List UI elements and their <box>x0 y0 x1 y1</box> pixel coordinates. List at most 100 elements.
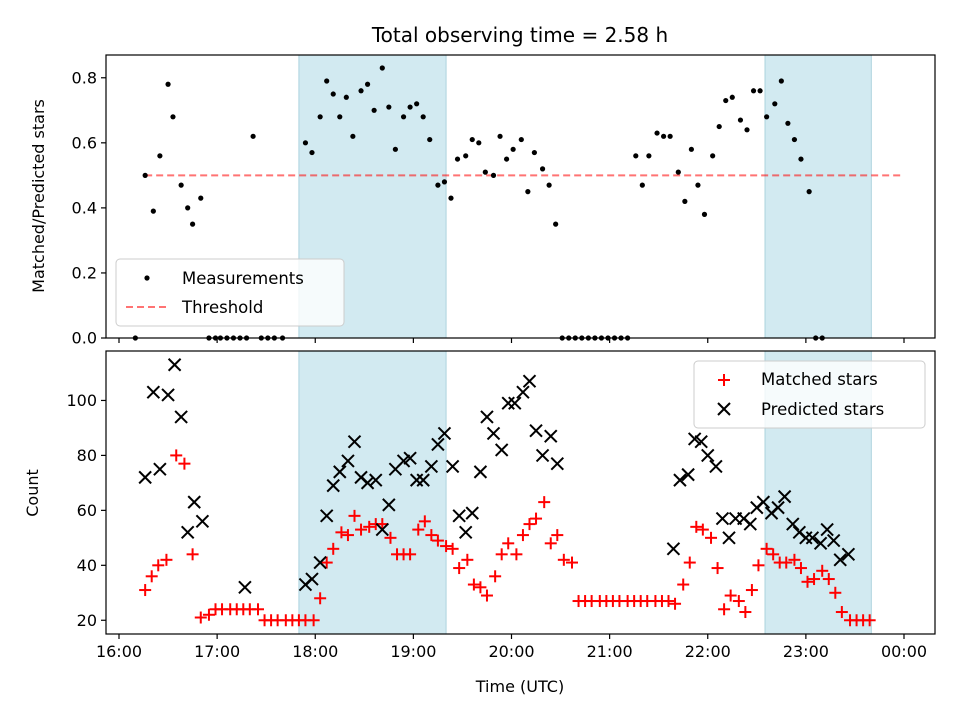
predicted-star-point <box>174 410 188 424</box>
matched-star-point <box>801 575 814 588</box>
measurement-point <box>165 81 171 87</box>
measurement-point <box>476 140 482 146</box>
predicted-star-point <box>681 467 695 482</box>
measurement-point <box>490 172 497 178</box>
y-tick-label: 0.8 <box>72 68 97 87</box>
predicted-star-point <box>138 470 152 485</box>
predicted-star-point <box>501 396 515 410</box>
measurement-point <box>682 198 688 204</box>
bottom-legend-box <box>693 360 926 429</box>
matched-star-point <box>495 548 508 561</box>
predicted-star-point <box>833 553 847 567</box>
measurement-point <box>497 133 503 139</box>
y-tick-label: 80 <box>77 446 97 465</box>
matched-star-point <box>320 556 333 569</box>
measurement-point <box>553 221 559 227</box>
predicted-star-point <box>694 434 708 449</box>
y-tick-label: 40 <box>77 556 97 575</box>
predicted-star-point <box>715 511 730 526</box>
measurement-point <box>654 130 660 136</box>
measurement-point <box>407 104 413 110</box>
predicted-star-point <box>161 388 175 402</box>
x-tick-label: 16:00 <box>96 642 142 661</box>
matched-star-point <box>669 597 682 610</box>
predicted-star-point <box>437 426 452 441</box>
predicted-star-point <box>799 531 813 545</box>
predicted-star-point <box>494 443 509 457</box>
measurement-point <box>324 78 330 84</box>
predicted-star-point <box>459 525 473 540</box>
measurement-point <box>546 182 552 188</box>
predicted-star-point <box>508 396 522 410</box>
matched-star-point <box>489 570 502 583</box>
predicted-star-point <box>409 473 424 487</box>
predicted-star-point <box>786 517 800 531</box>
matched-star-point <box>412 523 425 536</box>
measurement-point <box>392 146 398 152</box>
y-tick-label: 0.6 <box>72 133 97 152</box>
matched-star-point <box>341 529 354 542</box>
measurement-point <box>250 133 256 139</box>
measurement-point <box>170 114 176 120</box>
measurement-point <box>525 189 531 195</box>
legend-measurements-label: Measurements <box>182 269 304 288</box>
matched-star-point <box>376 518 389 531</box>
matched-star-point <box>745 584 758 597</box>
measurement-point <box>337 114 343 120</box>
matched-star-point <box>711 562 724 575</box>
measurement-point <box>463 153 469 159</box>
predicted-star-point <box>805 531 820 545</box>
predicted-star-point <box>445 459 460 474</box>
matched-star-point <box>530 512 543 525</box>
top-shaded-intervals <box>298 54 872 339</box>
measurement-point <box>427 136 433 143</box>
measurement-point <box>737 117 744 123</box>
matched-star-point <box>718 603 731 616</box>
matched-star-point <box>780 556 793 569</box>
measurement-point <box>531 149 537 156</box>
measurement-point <box>469 136 475 143</box>
matched-star-point <box>551 529 564 542</box>
y-tick-label: 0.0 <box>72 329 97 348</box>
matched-star-point <box>829 586 842 599</box>
matched-star-point <box>516 529 529 542</box>
predicted-star-point <box>777 489 792 504</box>
legend-matched-marker <box>718 374 730 386</box>
matched-star-point <box>677 578 690 591</box>
matched-star-point <box>363 520 376 533</box>
legend-matched-label: Matched stars <box>761 370 878 389</box>
matched-star-point <box>557 553 570 566</box>
bottom-x-ticks: 16:00 17:00 18:00 19:00 20:00 21:00 22:00 23:00… <box>96 634 927 661</box>
predicted-star-point <box>424 459 439 474</box>
predicted-star-point <box>187 495 201 509</box>
bottom-y-ticks: 20 40 60 80 100 <box>66 391 106 630</box>
matched-star-point <box>760 542 773 555</box>
measurement-point <box>729 94 735 100</box>
top-y-ticks: 0.0 0.2 0.4 0.6 0.8 <box>72 68 106 348</box>
predicted-star-point <box>369 473 383 487</box>
top-axes-frame <box>105 54 936 339</box>
measurement-point <box>744 127 750 133</box>
matched-star-point <box>453 562 466 575</box>
matched-star-point <box>794 562 807 575</box>
matched-star-point <box>538 496 551 509</box>
matched-star-point <box>327 542 340 555</box>
predicted-star-point <box>666 542 681 556</box>
matched-star-point <box>160 553 173 566</box>
shaded-interval-2 <box>764 54 872 339</box>
measurement-point <box>178 182 184 188</box>
predicted-star-point <box>529 423 543 438</box>
matched-star-point <box>384 531 397 544</box>
measurement-point <box>198 195 204 201</box>
measurement-point <box>157 153 163 159</box>
matched-star-point <box>139 584 152 597</box>
predicted-star-point <box>465 506 479 520</box>
matched-star-point <box>696 523 709 536</box>
measurement-point <box>518 136 524 143</box>
top-legend: Measurements Threshold <box>115 258 345 327</box>
matched-star-point <box>788 553 801 566</box>
matched-star-point <box>523 518 536 531</box>
bottom-shaded-intervals <box>298 350 872 635</box>
matched-star-point <box>767 548 780 561</box>
measurement-point <box>791 136 798 143</box>
